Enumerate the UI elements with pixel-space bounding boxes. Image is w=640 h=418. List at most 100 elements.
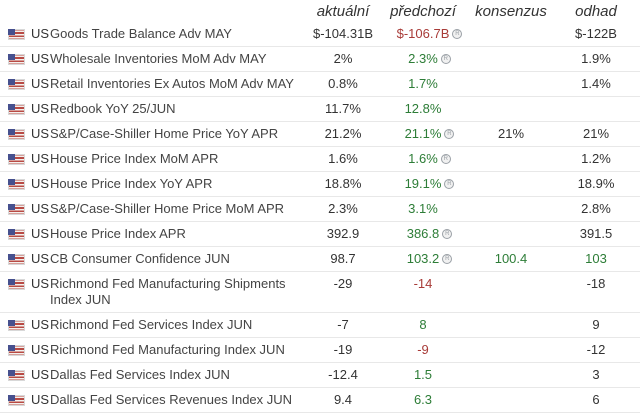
flag-canton <box>8 319 15 326</box>
estimate-value: 1.4% <box>581 76 611 91</box>
event-name[interactable]: Redbook YoY 25/JUN <box>50 101 176 116</box>
us-flag-icon <box>8 178 25 190</box>
estimate-value: 1.9% <box>581 51 611 66</box>
country-cell: US <box>0 276 50 292</box>
previous-cell: 21.1% R <box>384 126 462 142</box>
revised-icon: R <box>444 129 455 139</box>
country-cell: US <box>0 151 50 167</box>
previous-value-wrap: 1.6% R <box>408 151 451 167</box>
flag-canton <box>8 78 15 85</box>
country-cell: US <box>0 201 50 217</box>
actual-value: $-104.31B <box>313 26 373 41</box>
country-label: US <box>31 151 50 166</box>
previous-cell: 6.3 <box>384 392 462 408</box>
actual-value: 9.4 <box>333 392 353 407</box>
us-flag-icon <box>8 278 25 290</box>
event-name[interactable]: Richmond Fed Manufacturing Shipments Ind… <box>50 276 286 307</box>
country-cell: US <box>0 226 50 242</box>
revised-icon: R <box>442 229 453 239</box>
us-flag-icon <box>8 344 25 356</box>
flag-canton <box>8 369 15 376</box>
flag-canton <box>8 394 15 401</box>
actual-value: 18.8% <box>324 176 362 191</box>
actual-value: 2% <box>333 51 353 66</box>
previous-cell: 12.8% <box>384 101 462 117</box>
country-cell: US <box>0 176 50 192</box>
country-cell: US <box>0 51 50 67</box>
table-row: US Dallas Fed Services Revenues Index JU… <box>0 388 640 413</box>
previous-value-text: 3.1% <box>408 201 438 216</box>
event-name[interactable]: Goods Trade Balance Adv MAY <box>50 26 232 41</box>
previous-value-wrap: 386.8 R <box>407 226 453 242</box>
estimate-value: 21% <box>582 126 610 141</box>
us-flag-icon <box>8 53 25 65</box>
event-name[interactable]: House Price Index APR <box>50 226 186 241</box>
table-row: US Goods Trade Balance Adv MAY $-104.31B… <box>0 22 640 47</box>
column-header-actual: aktuální <box>316 3 370 20</box>
table-row: US Richmond Fed Services Index JUN -7 8 … <box>0 313 640 338</box>
event-name[interactable]: House Price Index MoM APR <box>50 151 219 166</box>
event-name[interactable]: S&P/Case-Shiller Home Price YoY APR <box>50 126 279 141</box>
flag-canton <box>8 278 15 285</box>
consensus-value: 100.4 <box>494 251 528 266</box>
table-row: US Retail Inventories Ex Autos MoM Adv M… <box>0 72 640 97</box>
actual-value: 392.9 <box>326 226 360 241</box>
us-flag-icon <box>8 253 25 265</box>
actual-value: 21.2% <box>324 126 362 141</box>
previous-cell: 103.2 R <box>384 251 462 267</box>
country-cell: US <box>0 26 50 42</box>
previous-value-wrap: 21.1% R <box>405 126 455 142</box>
us-flag-icon <box>8 28 25 40</box>
event-name[interactable]: Dallas Fed Services Revenues Index JUN <box>50 392 293 407</box>
actual-value: -7 <box>337 317 349 332</box>
event-name[interactable]: Retail Inventories Ex Autos MoM Adv MAY <box>50 76 294 91</box>
revised-icon: R <box>444 179 455 189</box>
previous-cell: 1.6% R <box>384 151 462 167</box>
country-label: US <box>31 226 50 241</box>
flag-canton <box>8 53 15 60</box>
previous-cell: 3.1% <box>384 201 462 217</box>
actual-value: -12.4 <box>328 367 358 382</box>
previous-value-wrap: 19.1% R <box>405 176 455 192</box>
previous-value-text: 8 <box>419 317 427 332</box>
event-name[interactable]: S&P/Case-Shiller Home Price MoM APR <box>50 201 285 216</box>
previous-value-text: 12.8% <box>404 101 442 116</box>
actual-value: 1.6% <box>328 151 358 166</box>
revised-icon: R <box>440 154 451 164</box>
flag-canton <box>8 253 15 260</box>
us-flag-icon <box>8 369 25 381</box>
event-name[interactable]: Richmond Fed Services Index JUN <box>50 317 253 332</box>
event-name[interactable]: Richmond Fed Manufacturing Index JUN <box>50 342 285 357</box>
country-label: US <box>31 251 50 266</box>
revised-icon: R <box>440 54 451 64</box>
event-name[interactable]: Dallas Fed Services Index JUN <box>50 367 230 382</box>
country-label: US <box>31 276 50 291</box>
table-row: US House Price Index YoY APR 18.8% 19.1%… <box>0 172 640 197</box>
previous-cell: 386.8 R <box>384 226 462 242</box>
column-header-consensus: konsenzus <box>475 3 547 20</box>
event-name[interactable]: Wholesale Inventories MoM Adv MAY <box>50 51 267 66</box>
previous-value-text: -14 <box>413 276 433 291</box>
previous-value-text: 1.6% <box>408 151 438 166</box>
country-cell: US <box>0 76 50 92</box>
previous-value-wrap: 2.3% R <box>408 51 451 67</box>
country-label: US <box>31 126 50 141</box>
table-header-row: aktuální předchozí konsenzus odhad <box>0 0 640 22</box>
table-row: US Redbook YoY 25/JUN 11.7% 12.8% <box>0 97 640 122</box>
country-label: US <box>31 51 50 66</box>
event-name[interactable]: House Price Index YoY APR <box>50 176 213 191</box>
flag-canton <box>8 178 15 185</box>
revised-icon: R <box>442 254 453 264</box>
previous-cell: $-106.7B R <box>384 26 463 42</box>
consensus-value: 21% <box>497 126 525 141</box>
country-cell: US <box>0 126 50 142</box>
flag-canton <box>8 128 15 135</box>
flag-canton <box>8 203 15 210</box>
country-label: US <box>31 201 50 216</box>
event-name[interactable]: CB Consumer Confidence JUN <box>50 251 230 266</box>
us-flag-icon <box>8 128 25 140</box>
us-flag-icon <box>8 319 25 331</box>
previous-cell: 19.1% R <box>384 176 462 192</box>
previous-value-wrap: 1.5 <box>414 367 432 383</box>
